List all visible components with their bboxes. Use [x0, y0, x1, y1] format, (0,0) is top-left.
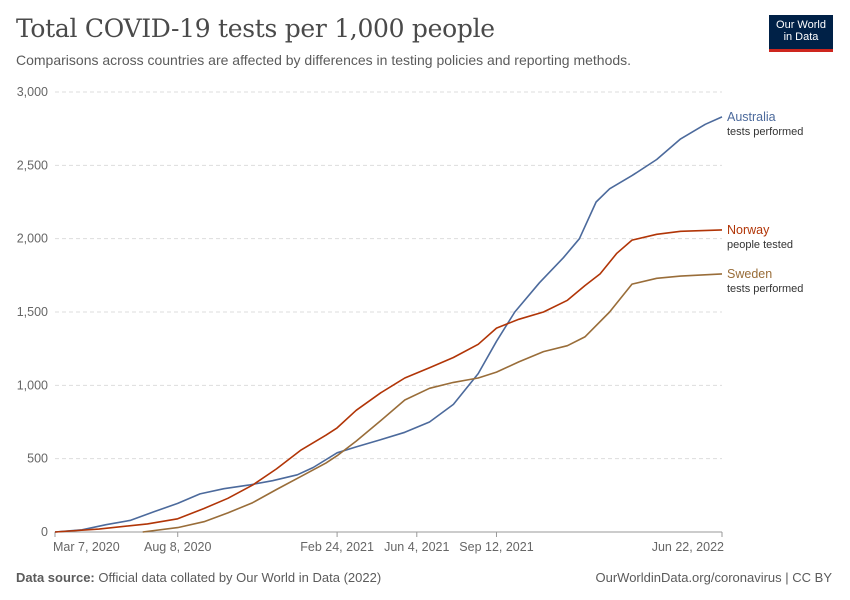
chart-title: Total COVID-19 tests per 1,000 people [16, 14, 495, 43]
series-labels: Australia tests performed Norway people tes… [727, 110, 803, 295]
y-tick-label: 3,000 [17, 85, 48, 99]
x-tick-label: Mar 7, 2020 [53, 540, 120, 554]
grid-lines [55, 91, 722, 460]
series-lines [54, 116, 723, 533]
x-tick-label: Jun 22, 2022 [652, 540, 724, 554]
series-sublabel-australia: tests performed [727, 126, 803, 138]
series-label-sweden: Sweden [727, 267, 772, 281]
logo-line-1: Our World [776, 19, 826, 31]
data-source: Data source: Official data collated by O… [16, 570, 381, 585]
y-axis: 0 500 1,000 1,500 2,000 2,500 3,000 [17, 85, 48, 539]
y-tick-label: 500 [27, 452, 48, 466]
owid-logo[interactable]: Our World in Data [769, 15, 833, 52]
logo-line-2: in Data [783, 31, 819, 43]
y-tick-label: 2,000 [17, 232, 48, 246]
series-line-australia [54, 116, 723, 533]
footer-link[interactable]: OurWorldinData.org/coronavirus | CC BY [595, 570, 832, 585]
x-tick-label: Aug 8, 2020 [144, 540, 211, 554]
chart-subtitle: Comparisons across countries are affecte… [16, 52, 632, 68]
y-tick-label: 1,000 [17, 378, 48, 392]
y-tick-label: 2,500 [17, 158, 48, 172]
x-tick-label: Sep 12, 2021 [459, 540, 533, 554]
y-tick-label: 0 [41, 525, 48, 539]
series-label-norway: Norway [727, 223, 770, 237]
x-axis: Mar 7, 2020 Aug 8, 2020 Feb 24, 2021 Jun 4,… [53, 531, 724, 554]
series-sublabel-norway: people tested [727, 239, 793, 251]
data-source-label: Data source: [16, 570, 95, 585]
x-tick-label: Feb 24, 2021 [300, 540, 374, 554]
y-tick-label: 1,500 [17, 305, 48, 319]
series-sublabel-sweden: tests performed [727, 283, 803, 295]
series-line-norway [54, 229, 723, 533]
x-tick-label: Jun 4, 2021 [384, 540, 449, 554]
data-source-text: Official data collated by Our World in D… [98, 570, 382, 585]
series-line-sweden [142, 273, 723, 533]
series-label-australia: Australia [727, 110, 776, 124]
